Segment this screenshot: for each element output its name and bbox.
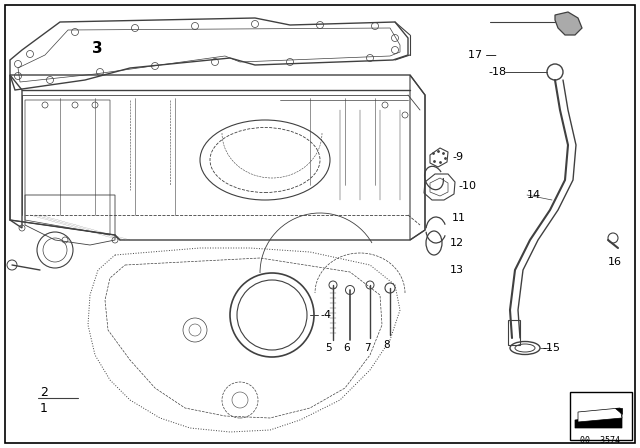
Text: 1: 1 [40,401,48,414]
Polygon shape [555,12,582,35]
Text: 7: 7 [364,343,371,353]
Text: 16: 16 [608,257,622,267]
Text: 00  3574: 00 3574 [580,435,620,444]
Text: 6: 6 [344,343,350,353]
Polygon shape [575,415,622,428]
Text: -10: -10 [458,181,476,191]
Text: 11: 11 [452,213,466,223]
Text: 17 —: 17 — [468,50,497,60]
Bar [570,392,632,440]
Text: 3: 3 [92,40,102,56]
Text: 5: 5 [326,343,332,353]
Text: 12: 12 [450,238,464,248]
Text: 13: 13 [450,265,464,275]
Text: -15: -15 [542,343,560,353]
Text: -18: -18 [488,67,506,77]
Text: 14: 14 [527,190,541,200]
Polygon shape [615,408,622,414]
Text: 8: 8 [384,340,390,350]
Text: -4: -4 [320,310,331,320]
Polygon shape [578,408,622,422]
Text: -9: -9 [452,152,463,162]
Text: 2: 2 [40,385,48,399]
